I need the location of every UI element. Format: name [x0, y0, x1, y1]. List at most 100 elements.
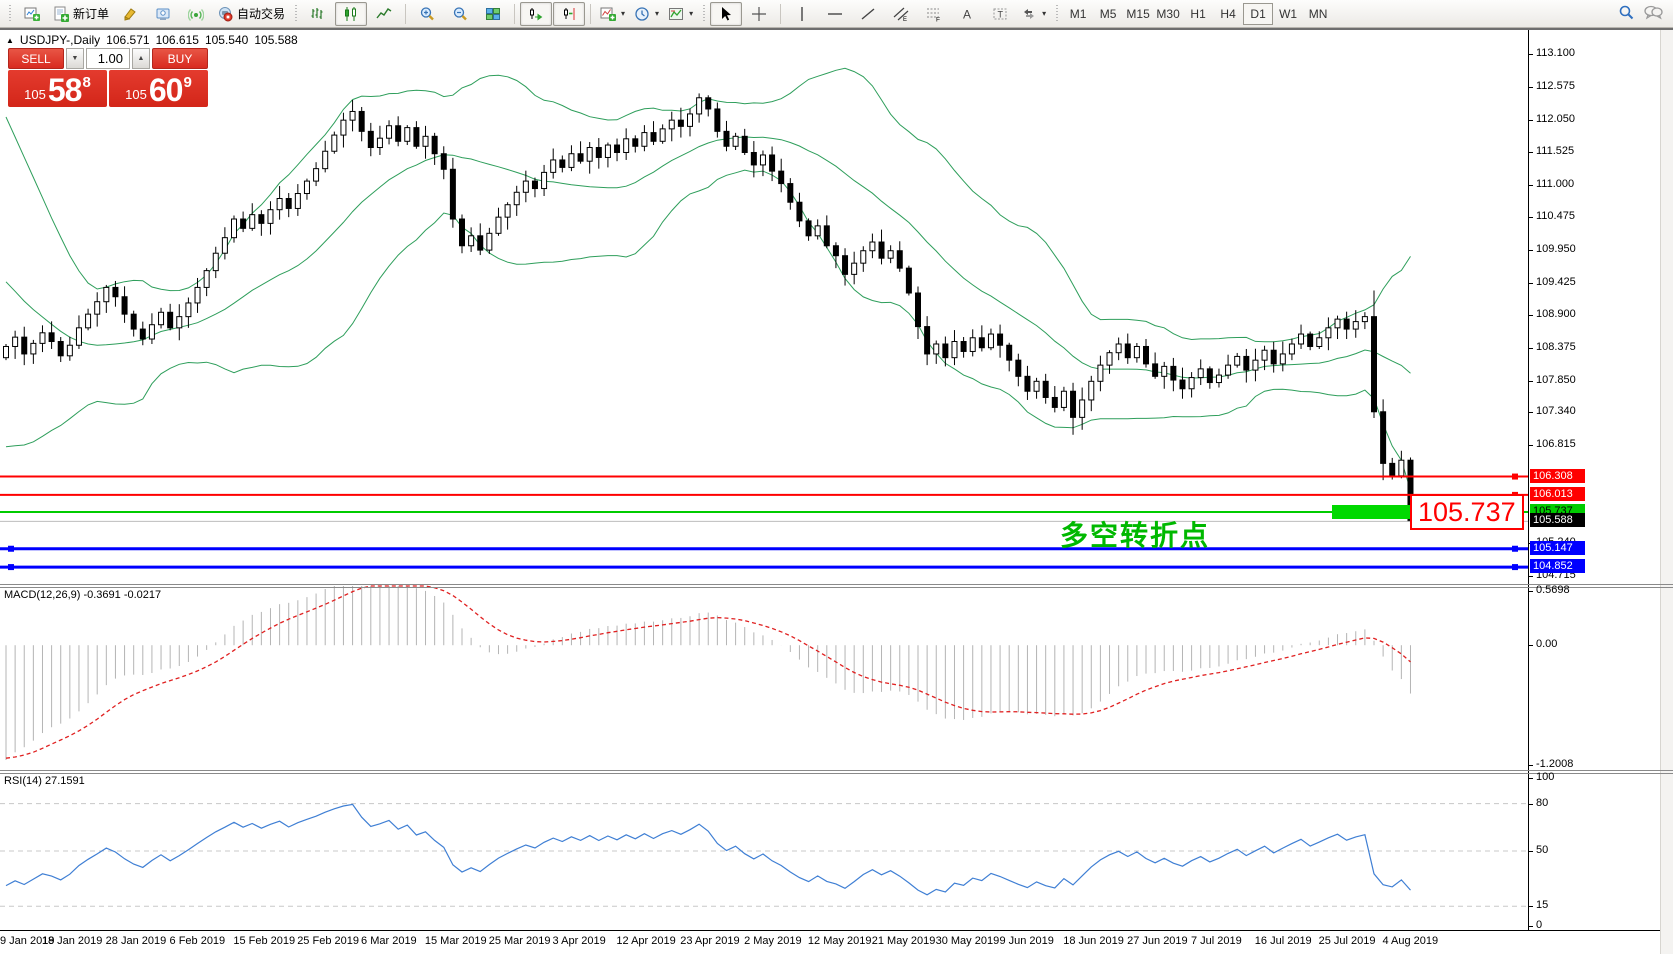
candle-body — [1133, 345, 1140, 359]
candle-body — [413, 127, 420, 147]
line-handle — [8, 545, 14, 552]
axis-tick — [1529, 926, 1533, 927]
candle-body — [422, 135, 429, 147]
arrows-button[interactable]: ▾ — [1017, 2, 1050, 26]
timeframe-h4[interactable]: H4 — [1220, 6, 1236, 21]
candle-body — [313, 168, 320, 182]
timeframe-m15[interactable]: M15 — [1126, 6, 1150, 21]
candle-body — [276, 198, 283, 211]
line-chart-button[interactable] — [368, 2, 400, 26]
candle-body — [869, 241, 876, 252]
sell-price-box[interactable]: 105 58 8 — [8, 70, 107, 107]
candle-body — [477, 235, 484, 251]
candle-body — [714, 108, 721, 132]
horizontal-line-button[interactable] — [819, 2, 851, 26]
signals-button[interactable] — [180, 2, 212, 26]
window-edge — [0, 28, 1673, 30]
new-chart-button[interactable] — [16, 2, 48, 26]
date-tick-label: 4 Aug 2019 — [1382, 935, 1439, 947]
price-tick-label: 112.575 — [1536, 80, 1575, 92]
price-tick-label: 0.5698 — [1536, 584, 1570, 596]
indicators-button[interactable]: ▾ — [596, 2, 629, 26]
collapse-arrow-icon[interactable]: ▲ — [6, 35, 14, 45]
templates-icon — [668, 6, 684, 22]
search-icon[interactable] — [1618, 4, 1635, 24]
line-handle — [8, 564, 14, 571]
candle-body — [1006, 344, 1013, 361]
periods-button[interactable]: ▾ — [630, 2, 663, 26]
periods-caret-icon: ▾ — [655, 9, 660, 18]
indicators-icon — [600, 6, 617, 22]
date-tick-label: 7 Jul 2019 — [1190, 935, 1242, 947]
auto-scroll-button[interactable] — [520, 1, 553, 26]
timeframe-mn[interactable]: MN — [1308, 6, 1328, 21]
timeframe-m1[interactable]: M1 — [1069, 6, 1087, 21]
candle-body — [249, 214, 256, 229]
candle-body — [1352, 321, 1359, 330]
equidistant-channel-icon: E — [893, 6, 909, 22]
candle-body — [486, 232, 493, 251]
auto-trading-button[interactable]: 自动交易 — [213, 2, 289, 26]
candle-body — [1143, 345, 1149, 365]
date-tick-label: 6 Mar 2019 — [361, 935, 417, 947]
candle-body — [741, 135, 748, 153]
crosshair-button[interactable] — [743, 2, 775, 26]
fibonacci-button[interactable]: F — [918, 2, 950, 26]
zoom-in-button[interactable] — [411, 2, 443, 26]
window-right-strip — [1660, 30, 1673, 954]
new-order-button[interactable]: 新订单 — [49, 2, 113, 26]
date-tick-label: 15 Mar 2019 — [424, 935, 487, 947]
axis-tick — [1529, 576, 1533, 577]
timeframe-h1[interactable]: H1 — [1190, 6, 1206, 21]
zoom-out-button[interactable] — [444, 2, 476, 26]
candle-body — [550, 159, 557, 173]
buy-price-big: 60 — [148, 72, 184, 108]
candlestick-chart-button[interactable] — [335, 1, 368, 26]
pane-separator[interactable] — [0, 584, 1673, 588]
vertical-line-button[interactable] — [786, 2, 818, 26]
candle-body — [687, 113, 693, 127]
chart-shift-button[interactable] — [553, 1, 586, 26]
templates-button[interactable]: ▾ — [664, 2, 697, 26]
chat-icon[interactable] — [1643, 4, 1663, 23]
toolbar-grip[interactable] — [7, 4, 12, 23]
candle-body — [568, 153, 575, 168]
volume-input[interactable]: 1.00 — [86, 48, 130, 69]
timeframe-w1[interactable]: W1 — [1279, 6, 1298, 21]
cursor-button[interactable] — [710, 1, 743, 26]
sell-button[interactable]: SELL — [8, 48, 64, 69]
highlight-button[interactable] — [114, 2, 146, 26]
candle-body — [212, 252, 219, 272]
toolbar-grip[interactable] — [293, 4, 299, 23]
one-click-trading-panel: SELL ▼ 1.00 ▲ BUY 105 58 8 105 60 9 — [8, 48, 208, 107]
candle-body — [1380, 411, 1387, 464]
timeframe-m30[interactable]: M30 — [1156, 6, 1180, 21]
volume-up-button[interactable]: ▲ — [132, 48, 150, 69]
trendline-button[interactable] — [852, 2, 884, 26]
signals-icon — [188, 6, 205, 22]
pane-separator[interactable] — [0, 770, 1673, 774]
bar-chart-button[interactable] — [302, 2, 334, 26]
timeframe-m5[interactable]: M5 — [1099, 6, 1117, 21]
annotation-text[interactable]: 多空转折点 — [1060, 520, 1211, 551]
market-watch-button[interactable] — [147, 2, 179, 26]
buy-price-sup: 9 — [183, 74, 192, 91]
text-label-button[interactable]: T — [984, 2, 1016, 26]
timeframe-d1[interactable]: D1 — [1243, 2, 1274, 25]
auto-scroll-icon — [528, 6, 544, 22]
tile-windows-button[interactable] — [477, 2, 509, 26]
green-rectangle-object[interactable] — [1332, 505, 1432, 519]
candle-body — [1398, 459, 1405, 477]
candle-body — [1225, 364, 1232, 376]
buy-button[interactable]: BUY — [152, 48, 208, 69]
buy-price-box[interactable]: 105 60 9 — [109, 70, 208, 107]
text-button[interactable]: A — [951, 2, 983, 26]
equidistant-channel-button[interactable]: E — [885, 2, 917, 26]
symbol-name: USDJPY-,Daily — [19, 33, 101, 47]
toolbar-grip[interactable] — [1054, 4, 1060, 23]
toolbar-grip[interactable] — [701, 4, 707, 23]
volume-down-button[interactable]: ▼ — [66, 48, 84, 69]
price-callout-label[interactable]: 105.737 — [1410, 494, 1524, 530]
candle-body — [1234, 355, 1241, 366]
candle-body — [595, 147, 602, 158]
